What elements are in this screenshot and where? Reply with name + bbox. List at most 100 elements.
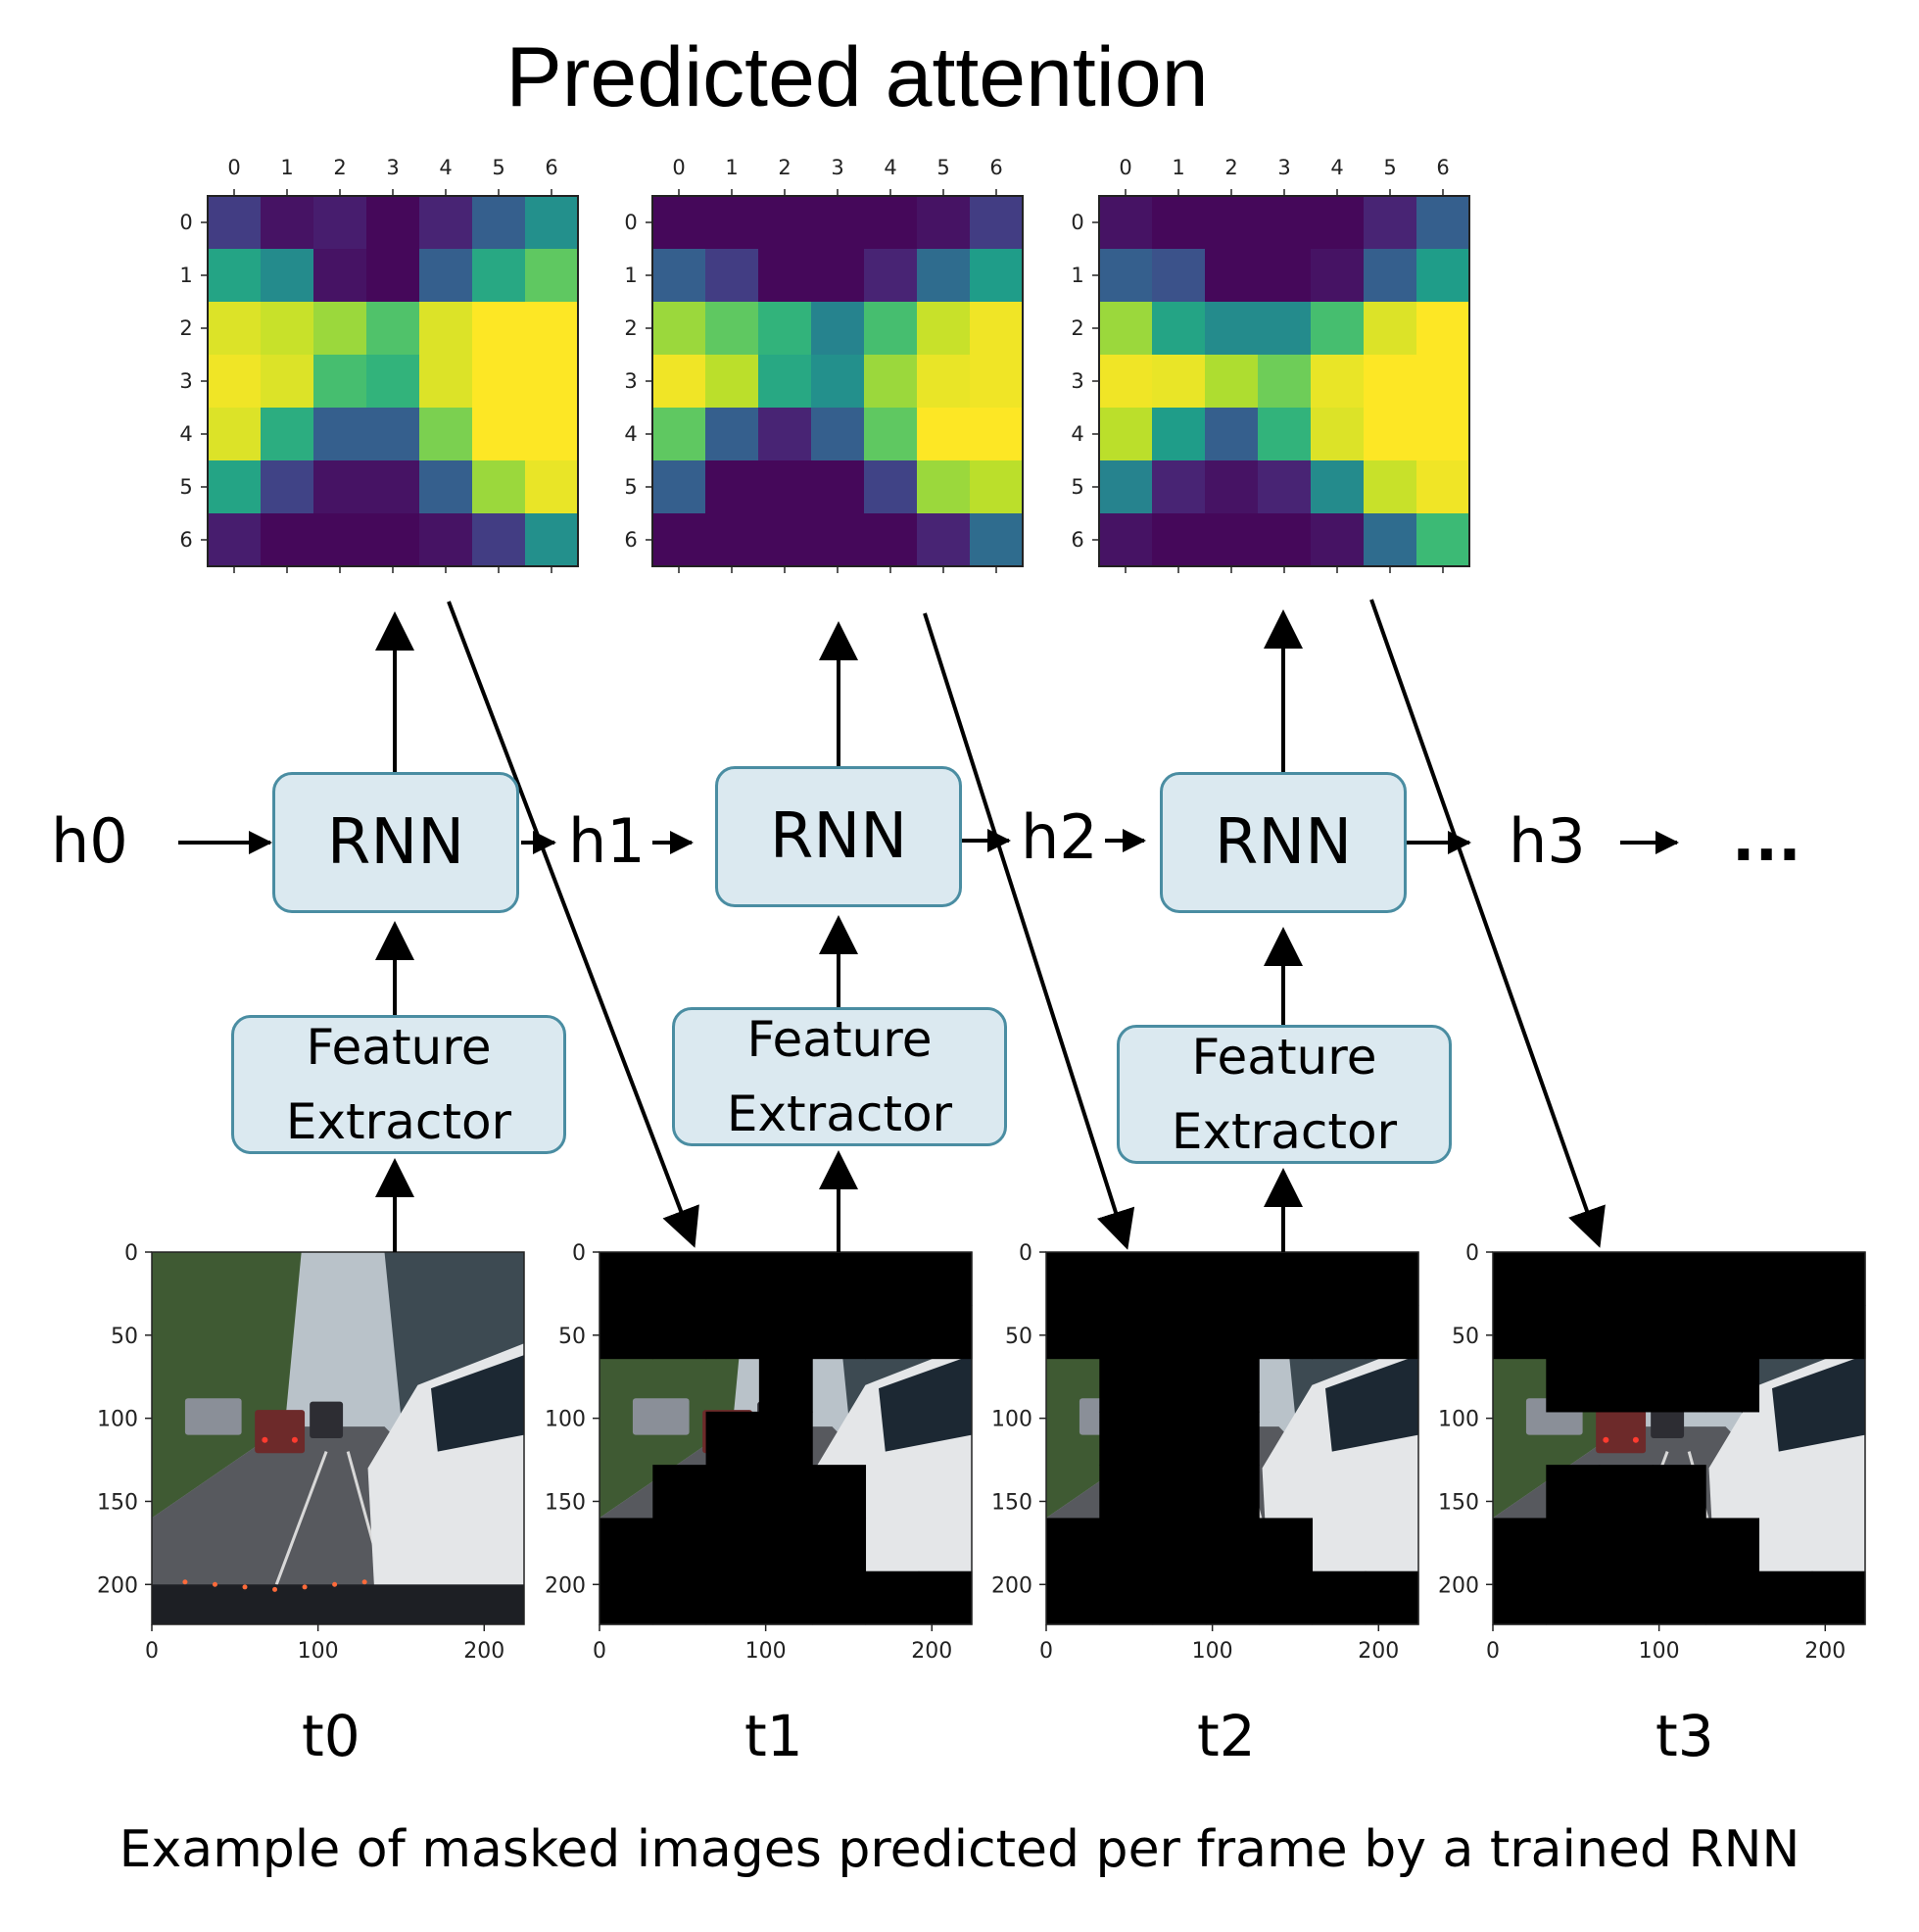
scene-tail-light (1632, 1436, 1639, 1443)
heatmap-cell (705, 460, 759, 514)
heatmap-cell (313, 302, 367, 356)
mask-cell (758, 1411, 813, 1466)
heatmap-cell (705, 249, 759, 303)
heatmap-x-tick-label: 4 (1330, 156, 1343, 179)
mask-cell (812, 1570, 867, 1625)
scene-car (184, 1398, 242, 1435)
heatmap-cell (208, 513, 262, 567)
image-x-tick-label: 200 (463, 1639, 504, 1664)
heatmap-cell (313, 355, 367, 409)
mask-cell (1652, 1465, 1706, 1520)
heatmap-cell (472, 249, 526, 303)
mask-cell (812, 1518, 867, 1572)
heatmap-cell (208, 249, 262, 303)
heatmap-cell (1152, 302, 1206, 356)
feature-extractor-box-2: Feature Extractor (672, 1007, 1007, 1146)
heatmap-y-tick-label: 5 (1071, 475, 1083, 499)
heatmap-x-tick-label: 1 (1172, 156, 1184, 179)
mask-cell (758, 1305, 813, 1360)
mask-cell (1205, 1252, 1260, 1306)
mask-cell (1811, 1305, 1866, 1360)
hidden-state-h2: h2 (1021, 801, 1098, 873)
attention-heatmap-3: 0 0 1 1 2 2 3 3 4 4 5 5 6 6 (1071, 156, 1470, 573)
heatmap-cell (811, 513, 865, 567)
mask-cell (1811, 1570, 1866, 1625)
scene-trees-left (152, 1252, 302, 1519)
heatmap-y-tick-label: 2 (624, 316, 637, 340)
mask-cell (1758, 1570, 1813, 1625)
image-y-tick-label: 200 (991, 1573, 1032, 1598)
image-x-tick-label: 100 (298, 1639, 339, 1664)
heatmap-cell (652, 460, 706, 514)
heatmap-cell (811, 302, 865, 356)
heatmap-cell (366, 408, 420, 461)
heatmap-y-tick-label: 2 (179, 316, 192, 340)
mask-cell (652, 1252, 707, 1306)
image-x-tick-label: 0 (593, 1639, 606, 1664)
heatmap-cell (1364, 513, 1417, 567)
heatmap-cell (313, 249, 367, 303)
heatmap-cell (313, 196, 367, 250)
mask-cell (1546, 1305, 1601, 1360)
mask-cell (1546, 1570, 1601, 1625)
feature-extractor-box-1: Feature Extractor (231, 1015, 566, 1154)
heatmap-cell (1364, 355, 1417, 409)
mask-cell (812, 1252, 867, 1306)
scene-tail-light (1603, 1436, 1609, 1443)
mask-cell (812, 1305, 867, 1360)
mask-cell (865, 1570, 920, 1625)
diagram-title: Predicted attention (505, 30, 1209, 124)
mask-cell (600, 1305, 653, 1360)
image-x-tick-label: 100 (1192, 1639, 1233, 1664)
mask-cell (1205, 1465, 1260, 1520)
heatmap-y-tick-label: 0 (1071, 211, 1083, 234)
heatmap-cell (1258, 355, 1312, 409)
mask-cell (705, 1465, 760, 1520)
heatmap-y-tick-label: 1 (179, 264, 192, 287)
heatmap-cell (864, 196, 918, 250)
mask-cell (1599, 1465, 1654, 1520)
mask-cell (1758, 1252, 1813, 1306)
heatmap-cell (419, 513, 473, 567)
scene-reflection (361, 1579, 367, 1585)
heatmap-cell (208, 196, 262, 250)
heatmap-x-tick-label: 3 (1277, 156, 1290, 179)
scene-white-car-window (1325, 1355, 1418, 1452)
heatmap-y-tick-label: 3 (624, 369, 637, 393)
image-x-tick-label: 200 (911, 1639, 952, 1664)
mask-cell (1705, 1570, 1760, 1625)
heatmap-cell (1311, 196, 1365, 250)
heatmap-x-tick-label: 5 (936, 156, 949, 179)
image-y-tick-label: 100 (97, 1408, 138, 1432)
heatmap-cell (261, 196, 314, 250)
heatmap-cell (970, 513, 1024, 567)
heatmap-cell (1099, 460, 1153, 514)
mask-cell (1259, 1305, 1314, 1360)
heatmap-cell (1152, 408, 1206, 461)
heatmap-cell (1364, 460, 1417, 514)
hidden-state-h3: h3 (1509, 805, 1586, 877)
heatmap-cell (261, 355, 314, 409)
heatmap-cell (758, 355, 812, 409)
heatmap-cell (472, 355, 526, 409)
heatmap-x-tick-label: 2 (778, 156, 791, 179)
mask-cell (865, 1305, 920, 1360)
mask-cell (705, 1518, 760, 1572)
heatmap-y-tick-label: 3 (1071, 369, 1083, 393)
mask-cell (1099, 1570, 1154, 1625)
heatmap-cell (864, 513, 918, 567)
mask-cell (1205, 1358, 1260, 1413)
mask-cell (918, 1252, 973, 1306)
heatmap-cell (1258, 408, 1312, 461)
heatmap-cell (1099, 249, 1153, 303)
mask-cell (1599, 1305, 1654, 1360)
heatmap-cell (970, 460, 1024, 514)
heatmap-cell (1205, 355, 1259, 409)
scene-dashboard (152, 1584, 524, 1624)
image-y-tick-label: 50 (558, 1325, 586, 1349)
heatmap-y-tick-label: 1 (1071, 264, 1083, 287)
arrow-attention-to-frame-t2 (923, 612, 1135, 1250)
heatmap-cell (261, 460, 314, 514)
scene-reflection (182, 1579, 188, 1585)
